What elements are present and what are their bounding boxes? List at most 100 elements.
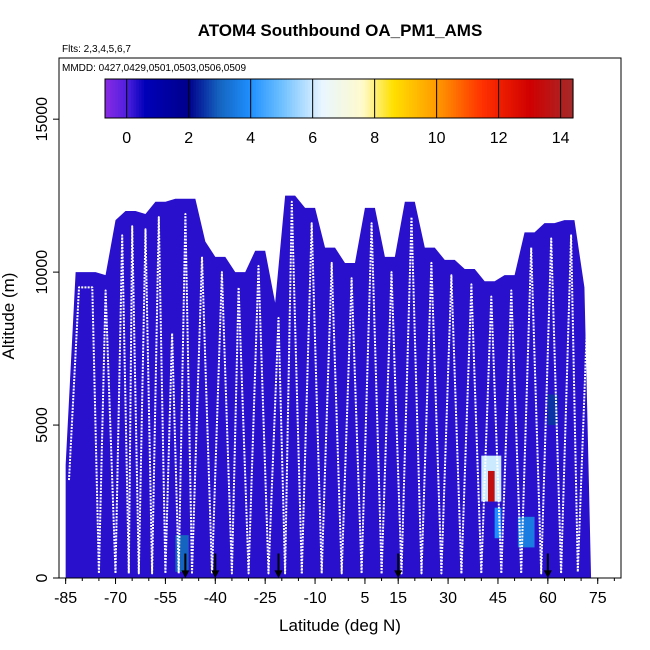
colorbar-swatch <box>235 79 239 118</box>
colorbar-swatch <box>495 79 499 118</box>
colorbar-frame <box>104 78 574 119</box>
colorbar-tick-label: 14 <box>552 130 570 147</box>
colorbar-swatch <box>453 79 457 118</box>
x-tick-label: 75 <box>589 590 607 607</box>
colorbar-swatch <box>344 79 348 118</box>
colorbar-swatch <box>383 79 387 118</box>
colorbar-swatch <box>149 79 153 118</box>
colorbar-swatch <box>461 79 465 118</box>
flight-profile-4 <box>380 216 463 575</box>
colorbar-swatch <box>263 79 267 118</box>
colorbar-swatch <box>255 79 259 118</box>
colorbar-swatch <box>458 79 462 118</box>
colorbar-swatch <box>430 79 434 118</box>
colorbar-swatch <box>206 79 210 118</box>
colorbar-swatch <box>172 79 176 118</box>
colorbar-swatch <box>154 79 158 118</box>
colorbar-swatch <box>305 79 309 118</box>
colorbar-swatch <box>281 79 285 118</box>
colorbar-swatch <box>406 79 410 118</box>
plot-frame <box>58 57 622 579</box>
colorbar-swatch <box>133 79 137 118</box>
colorbar-swatch <box>276 79 280 118</box>
colorbar-swatch <box>128 79 132 118</box>
colorbar-swatch <box>385 79 389 118</box>
y-tick-label: 10000 <box>34 250 51 295</box>
colorbar-swatch <box>510 79 514 118</box>
colorbar-swatch <box>469 79 473 118</box>
colorbar-swatch <box>456 79 460 118</box>
colorbar-swatch <box>232 79 236 118</box>
x-tick-label: 30 <box>439 590 457 607</box>
colorbar-swatch <box>411 79 415 118</box>
colorbar-tick-label: 0 <box>122 130 131 147</box>
colorbar-swatch <box>162 79 166 118</box>
colorbar-swatch <box>131 79 135 118</box>
colorbar-swatch <box>175 79 179 118</box>
colorbar-swatch <box>398 79 402 118</box>
colorbar-swatch <box>229 79 233 118</box>
y-tick-label: 5000 <box>34 407 51 443</box>
colorbar-swatch <box>515 79 519 118</box>
colorbar-swatch <box>107 79 111 118</box>
colorbar-swatch <box>422 79 426 118</box>
colorbar-swatch <box>331 79 335 118</box>
colorbar-swatch <box>326 79 330 118</box>
colorbar-tick-label: 8 <box>370 130 379 147</box>
colorbar-swatch <box>378 79 382 118</box>
colorbar-swatch <box>549 79 553 118</box>
colorbar-swatch <box>297 79 301 118</box>
colorbar-swatch <box>211 79 215 118</box>
colorbar-swatch <box>365 79 369 118</box>
colorbar-swatch <box>294 79 298 118</box>
colorbar-swatch <box>240 79 244 118</box>
colorbar-swatch <box>388 79 392 118</box>
colorbar-swatch <box>307 79 311 118</box>
colorbar-swatch <box>445 79 449 118</box>
colorbar-swatch <box>448 79 452 118</box>
flight-profile-5 <box>460 234 589 575</box>
colorbar-swatch <box>177 79 181 118</box>
flight-profile-3 <box>300 222 383 575</box>
colorbar-swatch <box>105 79 109 118</box>
colorbar-swatch <box>354 79 358 118</box>
colorbar-swatch <box>261 79 265 118</box>
colorbar-swatch <box>539 79 543 118</box>
colorbar-swatch <box>250 79 254 118</box>
colorbar-tick-label: 4 <box>246 130 255 147</box>
colorbar-swatch <box>565 79 569 118</box>
colorbar-swatch <box>336 79 340 118</box>
colorbar-swatch <box>120 79 124 118</box>
colorbar-swatch <box>409 79 413 118</box>
x-tick-label: -55 <box>154 590 177 607</box>
x-axis-label: Latitude (deg N) <box>279 616 401 635</box>
chart-dates-note: MMDD: 0427,0429,0501,0503,0506,0509 <box>62 63 246 74</box>
colorbar-swatch <box>557 79 561 118</box>
colorbar-swatch <box>547 79 551 118</box>
x-tick-label: -10 <box>303 590 326 607</box>
colorbar-tick-label: 12 <box>490 130 508 147</box>
colorbar-swatch <box>198 79 202 118</box>
colorbar-swatch <box>341 79 345 118</box>
colorbar-swatch <box>417 79 421 118</box>
colorbar-swatch <box>185 79 189 118</box>
x-tick-label: 15 <box>389 590 407 607</box>
colorbar-swatch <box>502 79 506 118</box>
colorbar-swatch <box>136 79 140 118</box>
colorbar-swatch <box>357 79 361 118</box>
colorbar-swatch <box>521 79 525 118</box>
colorbar-swatch <box>414 79 418 118</box>
colorbar-swatch <box>216 79 220 118</box>
colorbar-swatch <box>245 79 249 118</box>
colorbar-swatch <box>552 79 556 118</box>
colorbar-swatch <box>349 79 353 118</box>
colorbar-swatch <box>318 79 322 118</box>
colorbar-swatch <box>375 79 379 118</box>
colorbar-swatch <box>562 79 566 118</box>
colorbar-swatch <box>141 79 145 118</box>
profile-arrow-2 <box>274 553 283 578</box>
colorbar-swatch <box>544 79 548 118</box>
colorbar-swatch <box>367 79 371 118</box>
colorbar-swatch <box>201 79 205 118</box>
colorbar-swatch <box>222 79 226 118</box>
